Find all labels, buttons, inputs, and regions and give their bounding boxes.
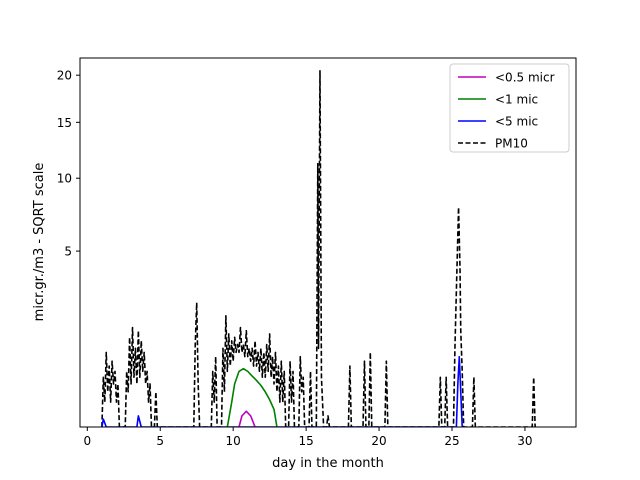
x-tick-label: 25 — [444, 434, 459, 448]
series-line-2 — [101, 355, 464, 427]
x-axis-label: day in the month — [272, 456, 384, 471]
plot-frame — [79, 57, 577, 428]
x-tick-label: 10 — [226, 434, 241, 448]
y-tick-label: 5 — [64, 245, 72, 259]
x-axis: 0 5 10 15 20 25 30 — [83, 427, 533, 448]
x-tick-label: 30 — [517, 434, 532, 448]
x-tick-label: 20 — [371, 434, 386, 448]
legend: <0.5 micr <1 mic <5 mic PM10 — [449, 63, 570, 153]
x-tick-label: 5 — [156, 434, 164, 448]
y-tick-label: 20 — [57, 69, 72, 83]
y-axis-label: micr.gr./m3 - SQRT scale — [32, 163, 47, 322]
legend-label: PM10 — [495, 137, 528, 151]
series-line-1 — [226, 367, 278, 427]
y-tick-label: 15 — [57, 116, 72, 130]
legend-box — [449, 63, 570, 153]
y-axis: 5 10 15 20 — [57, 69, 80, 259]
x-tick-label: 15 — [298, 434, 313, 448]
series-line-0 — [238, 410, 256, 427]
legend-label: <1 mic — [495, 93, 538, 107]
legend-label: <0.5 micr — [495, 71, 555, 85]
legend-label: <5 mic — [495, 115, 538, 129]
x-tick-label: 0 — [83, 434, 91, 448]
y-tick-label: 10 — [57, 172, 72, 186]
series-layer — [101, 70, 536, 427]
